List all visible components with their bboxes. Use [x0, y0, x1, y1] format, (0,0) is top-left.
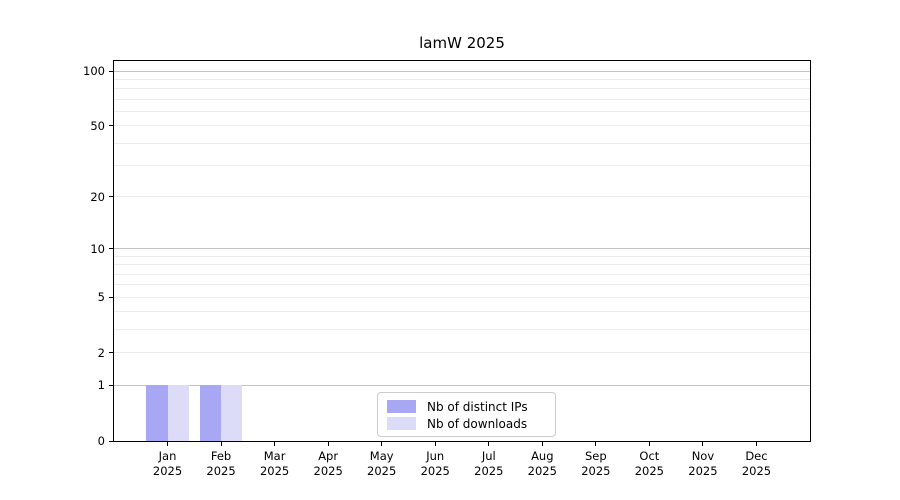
- legend-item-downloads: Nb of downloads: [387, 416, 546, 431]
- minor-gridline: [114, 264, 810, 266]
- x-tick-year: 2025: [527, 464, 557, 478]
- x-tick-label-jul: Jul 2025: [459, 449, 519, 479]
- x-tick-mark: [702, 442, 704, 446]
- x-tick-label-nov: Nov 2025: [673, 449, 733, 479]
- x-tick-mark: [755, 442, 757, 446]
- x-tick-month: Sep: [585, 449, 607, 463]
- y-tick-mark: [109, 352, 113, 354]
- minor-gridline: [114, 98, 810, 100]
- bar-feb-distinct-ips: [199, 385, 222, 441]
- legend-label-downloads: Nb of downloads: [427, 416, 528, 431]
- x-tick-label-oct: Oct 2025: [619, 449, 679, 479]
- x-tick-month: Jun: [426, 449, 445, 463]
- minor-gridline: [114, 255, 810, 257]
- x-tick-year: 2025: [206, 464, 236, 478]
- legend-swatch-downloads: [387, 417, 416, 430]
- minor-gridline: [114, 165, 810, 167]
- x-tick-year: 2025: [741, 464, 772, 478]
- x-tick-label-jan: Jan 2025: [138, 449, 198, 479]
- x-tick-year: 2025: [367, 464, 397, 478]
- x-tick-label-apr: Apr 2025: [298, 449, 358, 479]
- x-tick-mark: [488, 442, 490, 446]
- legend-item-distinct-ips: Nb of distinct IPs: [387, 399, 546, 414]
- x-tick-year: 2025: [688, 464, 718, 478]
- y-tick-label: 20: [90, 189, 105, 204]
- x-tick-mark: [434, 442, 436, 446]
- minor-gridline: [114, 296, 810, 298]
- x-tick-month: Apr: [318, 449, 339, 463]
- minor-gridline: [114, 125, 810, 127]
- y-tick-mark: [109, 384, 113, 386]
- bar-jan-distinct-ips: [146, 385, 168, 441]
- minor-gridline: [114, 352, 810, 354]
- minor-gridline: [114, 311, 810, 313]
- y-tick-label: 2: [97, 345, 105, 360]
- minor-gridline: [114, 110, 810, 112]
- y-tick-label: 0: [97, 434, 105, 448]
- x-tick-month: Nov: [691, 449, 715, 463]
- x-tick-month: Dec: [745, 449, 768, 463]
- legend-swatch-distinct-ips: [387, 400, 416, 413]
- minor-gridline: [114, 88, 810, 90]
- x-tick-month: Jul: [481, 449, 496, 463]
- minor-gridline: [114, 329, 810, 331]
- x-tick-label-dec: Dec 2025: [726, 449, 786, 479]
- chart-title: lamW 2025: [419, 34, 505, 52]
- minor-gridline: [114, 196, 810, 198]
- major-gridline: [114, 70, 810, 72]
- x-tick-month: Oct: [639, 449, 660, 463]
- x-tick-label-mar: Mar 2025: [245, 449, 305, 479]
- y-tick-label: 100: [83, 64, 105, 78]
- major-gridline: [114, 384, 810, 386]
- x-tick-mark: [327, 442, 329, 446]
- x-tick-mark: [381, 442, 383, 446]
- x-tick-mark: [220, 442, 222, 446]
- x-tick-label-aug: Aug 2025: [512, 449, 572, 479]
- bar-jan-downloads: [167, 385, 189, 441]
- x-tick-month: May: [369, 449, 394, 463]
- y-tick-label: 1: [97, 378, 105, 393]
- minor-gridline: [114, 273, 810, 275]
- x-tick-month: Jan: [158, 449, 177, 463]
- y-tick-mark: [109, 248, 113, 250]
- x-tick-label-sep: Sep 2025: [566, 449, 626, 479]
- x-tick-month: Aug: [531, 449, 554, 463]
- plot-area: [113, 60, 811, 442]
- x-tick-year: 2025: [259, 464, 290, 478]
- y-tick-mark: [109, 196, 113, 198]
- x-tick-label-feb: Feb 2025: [191, 449, 251, 479]
- x-tick-label-may: May 2025: [352, 449, 412, 479]
- minor-gridline: [114, 78, 810, 80]
- x-tick-mark: [648, 442, 650, 446]
- y-tick-label: 10: [90, 241, 105, 256]
- x-tick-mark: [167, 442, 169, 446]
- x-tick-year: 2025: [581, 464, 611, 478]
- y-tick-mark: [109, 296, 113, 298]
- x-tick-year: 2025: [634, 464, 665, 478]
- minor-gridline: [114, 284, 810, 286]
- x-tick-year: 2025: [152, 464, 183, 478]
- x-tick-year: 2025: [474, 464, 504, 478]
- x-tick-year: 2025: [420, 464, 450, 478]
- x-tick-mark: [274, 442, 276, 446]
- y-tick-mark: [109, 440, 113, 442]
- x-tick-month: Mar: [263, 449, 286, 463]
- major-gridline: [114, 248, 810, 250]
- minor-gridline: [114, 142, 810, 144]
- y-tick-label: 5: [97, 290, 105, 305]
- legend: Nb of distinct IPs Nb of downloads: [377, 392, 556, 437]
- x-tick-mark: [541, 442, 543, 446]
- y-tick-label: 50: [90, 118, 105, 133]
- x-tick-year: 2025: [313, 464, 343, 478]
- y-tick-mark: [109, 125, 113, 127]
- x-tick-month: Feb: [210, 449, 232, 463]
- x-tick-label-jun: Jun 2025: [405, 449, 465, 479]
- bar-feb-downloads: [221, 385, 243, 441]
- y-tick-mark: [109, 70, 113, 72]
- x-tick-mark: [595, 442, 597, 446]
- legend-label-distinct-ips: Nb of distinct IPs: [427, 399, 528, 414]
